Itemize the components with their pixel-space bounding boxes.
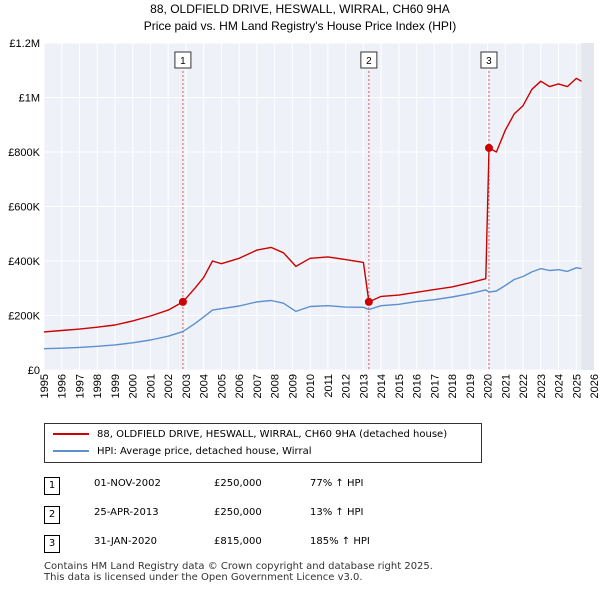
- x-tick-label: 1998: [92, 374, 104, 398]
- x-tick-label: 2014: [376, 374, 388, 398]
- sale-row: 3 31-JAN-2020 £815,000 185% ↑ HPI: [44, 530, 464, 559]
- sale-row: 1 01-NOV-2002 £250,000 77% ↑ HPI: [44, 472, 464, 501]
- sale-hpi-change: 185% ↑ HPI: [310, 536, 370, 547]
- sale-price: £250,000: [214, 478, 262, 489]
- legend-item-hpi: HPI: Average price, detached house, Wirr…: [53, 444, 312, 460]
- sales-table: 1 01-NOV-2002 £250,000 77% ↑ HPI 2 25-AP…: [44, 472, 464, 559]
- sale-label-box: [360, 51, 378, 69]
- x-tick-label: 2002: [163, 374, 175, 398]
- sale-date: 31-JAN-2020: [94, 536, 158, 547]
- price-chart: 88, OLDFIELD DRIVE, HESWALL, WIRRAL, CH6…: [8, 2, 600, 398]
- sale-number-badge: 3: [44, 535, 60, 553]
- x-tick-label: 2001: [145, 374, 157, 398]
- x-tick-label: 2025: [571, 374, 583, 398]
- x-tick-label: 2016: [412, 374, 424, 398]
- x-tick-label: 2017: [429, 374, 441, 398]
- x-axis: 1995 1996 1997 1998 1999 2000 2001 2002 2003 2004…: [39, 374, 600, 398]
- x-tick-label: 2022: [518, 374, 530, 398]
- x-tick-label: 1995: [39, 374, 51, 398]
- x-tick-label: 2011: [323, 374, 335, 398]
- x-tick-label: 2023: [536, 374, 548, 398]
- y-tick-label: £400K: [8, 256, 40, 268]
- gridlines: [43, 42, 595, 371]
- sale-price: £815,000: [214, 536, 262, 547]
- legend-hpi-swatch: [53, 450, 89, 452]
- chart-subtitle: Price paid vs. HM Land Registry's House …: [144, 19, 456, 33]
- sale-label-box: [174, 51, 192, 69]
- x-tick-label: 1997: [74, 374, 86, 398]
- future-region: [581, 43, 594, 370]
- footer: Contains HM Land Registry data © Crown c…: [44, 561, 433, 583]
- x-tick-label: 2003: [181, 374, 193, 398]
- x-tick-label: 2019: [465, 374, 477, 398]
- series-group: [43, 77, 582, 350]
- footer-copyright: Contains HM Land Registry data © Crown c…: [44, 561, 433, 572]
- sale-point: [178, 297, 187, 306]
- series-line: [43, 267, 582, 350]
- sale-date: 01-NOV-2002: [94, 478, 161, 489]
- sale-price: £250,000: [214, 507, 262, 518]
- sale-point: [484, 143, 493, 152]
- y-tick-label: £200K: [8, 311, 40, 323]
- y-tick-label: £1.2M: [9, 38, 40, 50]
- series-line: [43, 77, 582, 333]
- sale-number-badge: 1: [44, 477, 60, 495]
- sale-hpi-change: 77% ↑ HPI: [310, 478, 364, 489]
- x-tick-label: 2007: [252, 374, 264, 398]
- y-tick-label: £600K: [8, 202, 40, 214]
- x-tick-label: 2026: [589, 374, 600, 398]
- x-tick-label: 2010: [305, 374, 317, 398]
- legend-property-swatch: [53, 433, 89, 435]
- sale-point: [364, 297, 373, 306]
- x-tick-label: 2021: [500, 374, 512, 398]
- sale-label: 1: [180, 56, 186, 67]
- legend-property-label: 88, OLDFIELD DRIVE, HESWALL, WIRRAL, CH6…: [97, 429, 448, 440]
- chart-title: 88, OLDFIELD DRIVE, HESWALL, WIRRAL, CH6…: [150, 2, 450, 16]
- y-axis: £0 £200K £400K £600K £800K £1M £1.2M: [8, 38, 40, 377]
- x-tick-label: 2004: [199, 374, 211, 398]
- y-tick-label: £1M: [19, 93, 40, 105]
- x-tick-label: 2006: [234, 374, 246, 398]
- sale-hpi-change: 13% ↑ HPI: [310, 507, 364, 518]
- x-tick-label: 2008: [270, 374, 282, 398]
- legend: 88, OLDFIELD DRIVE, HESWALL, WIRRAL, CH6…: [44, 423, 482, 463]
- sale-vertical-lines: [182, 71, 490, 370]
- legend-hpi-label: HPI: Average price, detached house, Wirr…: [97, 446, 312, 457]
- sale-date: 25-APR-2013: [94, 507, 159, 518]
- x-tick-label: 2012: [341, 374, 353, 398]
- sale-number-badge: 2: [44, 506, 60, 524]
- footer-licence: This data is licensed under the Open Gov…: [44, 572, 363, 583]
- x-tick-label: 2020: [483, 374, 495, 398]
- x-tick-label: 2018: [447, 374, 459, 398]
- sale-label-box: [480, 51, 498, 69]
- x-tick-label: 2013: [358, 374, 370, 398]
- y-tick-label: £800K: [8, 147, 40, 159]
- x-tick-label: 1996: [57, 374, 69, 398]
- x-tick-label: 2009: [287, 374, 299, 398]
- x-tick-label: 2015: [394, 374, 406, 398]
- x-tick-label: 2024: [554, 374, 566, 398]
- sale-label: 2: [366, 56, 372, 67]
- x-tick-label: 2000: [128, 374, 140, 398]
- x-tick-label: 1999: [110, 374, 122, 398]
- y-tick-label: £0: [28, 365, 40, 377]
- sale-label: 3: [486, 56, 492, 67]
- legend-item-property: 88, OLDFIELD DRIVE, HESWALL, WIRRAL, CH6…: [53, 427, 447, 443]
- x-tick-label: 2005: [216, 374, 228, 398]
- sale-markers: 1 2 3: [174, 51, 498, 306]
- sale-row: 2 25-APR-2013 £250,000 13% ↑ HPI: [44, 501, 464, 530]
